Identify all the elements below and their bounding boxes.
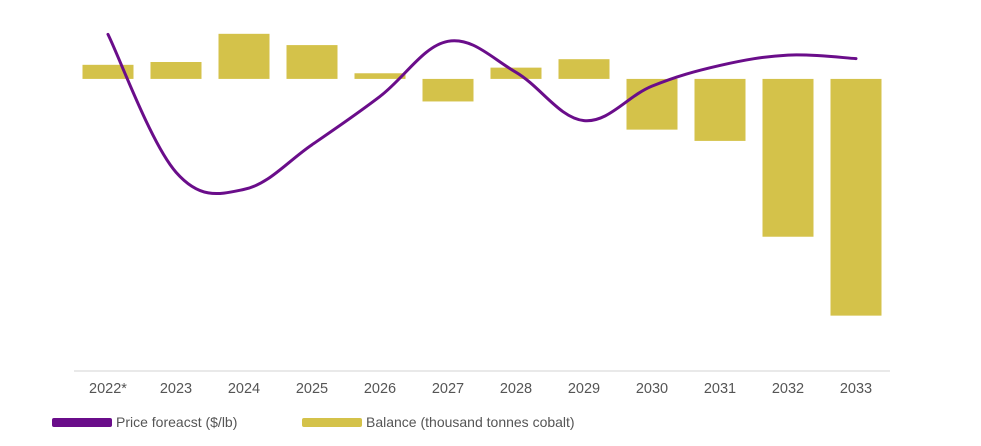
balance-bar-2024: [218, 33, 270, 79]
legend: Price foreacst ($/lb) Balance (thousand …: [0, 414, 981, 438]
balance-bar-2031: [694, 78, 746, 141]
x-tick-label: 2025: [296, 381, 328, 397]
legend-swatch-price: [52, 417, 112, 427]
x-tick-label: 2028: [500, 381, 532, 397]
balance-bar-2029: [558, 59, 610, 79]
x-tick-label: 2024: [228, 381, 260, 397]
legend-item-price: Price foreacst ($/lb): [52, 414, 237, 430]
balance-bar-2033: [830, 78, 882, 316]
x-tick-label: 2030: [636, 381, 668, 397]
x-tick-label: 2029: [568, 381, 600, 397]
x-tick-label: 2031: [704, 381, 736, 397]
legend-label-balance: Balance (thousand tonnes cobalt): [366, 414, 575, 430]
x-tick-label: 2033: [840, 381, 872, 397]
balance-bar-2025: [286, 45, 338, 79]
x-tick-label: 2027: [432, 381, 464, 397]
balance-bar-2022: [82, 64, 134, 79]
price-line: [106, 32, 858, 196]
legend-item-balance: Balance (thousand tonnes cobalt): [302, 414, 575, 430]
x-axis-ticks: 2022* 2023 2024 2025 2026 2027 2028 2029 2030 203…: [89, 381, 872, 397]
legend-swatch-balance: [302, 417, 362, 427]
chart-plot-area: 2022* 2023 2024 2025 2026 2027 2028 2029 2030 203…: [74, 32, 890, 397]
x-tick-label: 2023: [160, 381, 192, 397]
x-tick-label: 2032: [772, 381, 804, 397]
balance-bar-2032: [762, 78, 814, 237]
legend-label-price: Price foreacst ($/lb): [116, 414, 238, 430]
x-tick-label: 2026: [364, 381, 396, 397]
balance-bar-2023: [150, 62, 202, 79]
balance-bar-2026: [354, 73, 406, 79]
balance-bars: [82, 33, 882, 316]
balance-bar-2027: [422, 78, 474, 102]
x-tick-label: 2022*: [89, 381, 127, 397]
